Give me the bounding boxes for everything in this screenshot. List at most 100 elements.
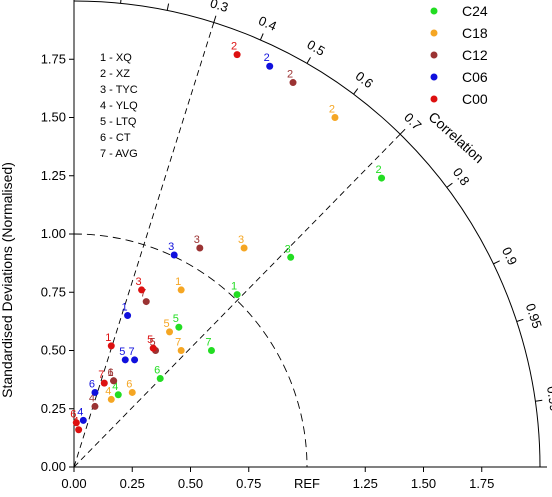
data-point [266,62,274,70]
data-point-label: 7 [205,337,211,349]
correlation-tick [516,318,524,322]
legend-label-c18: C18 [462,25,488,41]
data-point [107,342,115,350]
data-point [131,356,139,364]
y-tick-label: 0.25 [41,401,66,416]
data-point-label: 7 [98,369,104,381]
y-tick-label: 1.75 [41,51,66,66]
data-point-label: 5 [147,334,153,346]
correlation-tick [446,182,453,188]
correlation-tick-label: 0.9 [499,245,520,268]
data-point [100,379,108,387]
model-label: 3 - TYC [100,84,138,96]
data-point [142,298,150,306]
correlation-tick [535,399,543,402]
legend-label-c00: C00 [462,91,488,107]
legend-marker-c12 [430,51,438,59]
data-point-label: 3 [168,241,174,253]
data-point-label: 3 [285,243,291,255]
data-point [110,377,118,385]
data-point [177,347,185,354]
correlation-tick [493,260,500,265]
data-point [72,419,80,427]
series-legend: C24 C18 C12 C06 C00 [430,3,488,107]
model-label: 4 - YLQ [100,100,138,112]
y-tick-label: 0.75 [41,284,66,299]
data-point-label: 7 [175,337,181,349]
reference-arc [73,233,308,468]
data-point [79,416,87,424]
x-tick-label: 0.50 [178,476,203,491]
legend-marker-c24 [430,7,438,15]
data-point-label: 5 [163,318,169,330]
data-point-label: 5 [119,346,125,358]
data-point-label: 6 [126,378,132,390]
correlation-tick-label: 1.0 [551,458,552,476]
x-tick-label: 1.75 [469,476,494,491]
data-point [149,344,157,352]
correlation-tick-label: 0.2 [160,0,181,2]
data-point [114,391,122,399]
correlation-tick-label: 0.99 [544,385,552,412]
x-tick-label: 1.50 [411,476,436,491]
correlation-tick-label: 0.5 [304,37,327,59]
model-label: 1 - XQ [100,52,132,64]
data-point-label: 1 [105,332,111,344]
correlation-tick-label: 0.8 [450,165,473,188]
data-points-layer: 12345671234567123456712345671234567 [70,41,386,434]
data-point [289,79,297,87]
correlation-tick [399,128,406,135]
correlation-tick-label: 0.95 [523,302,545,331]
data-point [166,328,174,336]
data-point [124,312,132,320]
x-tick-label: 0.75 [236,476,261,491]
data-point [233,291,241,299]
model-label: 2 - XZ [100,68,130,80]
data-point-label: 5 [173,313,179,325]
data-point-label: 4 [77,406,83,418]
x-tick-label: 1.25 [353,476,378,491]
data-point-label: 6 [108,367,114,379]
correlation-tick-label: 0.3 [208,0,230,15]
data-point [75,426,83,434]
data-point [128,388,136,396]
x-tick-label: 0.25 [120,476,145,491]
data-point [240,244,248,252]
data-point-label: 1 [231,281,237,293]
data-point-label: 7 [129,346,135,358]
data-point [378,174,386,182]
legend-label-c12: C12 [462,47,488,63]
y-tick-label: 1.50 [41,110,66,125]
data-point-label: 2 [231,41,237,53]
data-point [138,286,146,294]
data-point-label: 4 [89,392,95,404]
legend-label-c24: C24 [462,3,488,19]
legend-marker-c06 [430,73,438,81]
legend-label-c06: C06 [462,69,488,85]
data-point-label: 1 [108,367,114,379]
data-point [233,51,241,59]
data-point-label: 2 [375,164,381,176]
data-point [207,347,215,354]
data-point [91,402,99,410]
data-point-label: 6 [89,378,95,390]
legend-marker-c18 [430,29,438,37]
data-point-label: 5 [149,337,155,349]
data-point-label: 4 [112,381,118,393]
correlation-tick [120,0,122,4]
correlation-ray [73,133,401,468]
data-point-label: 4 [105,385,111,397]
model-label: 7 - AVG [100,148,138,160]
data-point [156,374,164,382]
model-label: 5 - LTQ [100,116,137,128]
data-point-label: 3 [136,276,142,288]
data-point [287,253,295,261]
data-point-label: 2 [264,52,270,64]
data-point [177,286,185,294]
data-point-label: 6 [154,364,160,376]
data-point-label: 2 [329,104,335,116]
correlation-tick [213,15,217,23]
model-label: 6 - CT [100,132,131,144]
correlation-tick-label: 0.6 [353,68,376,91]
